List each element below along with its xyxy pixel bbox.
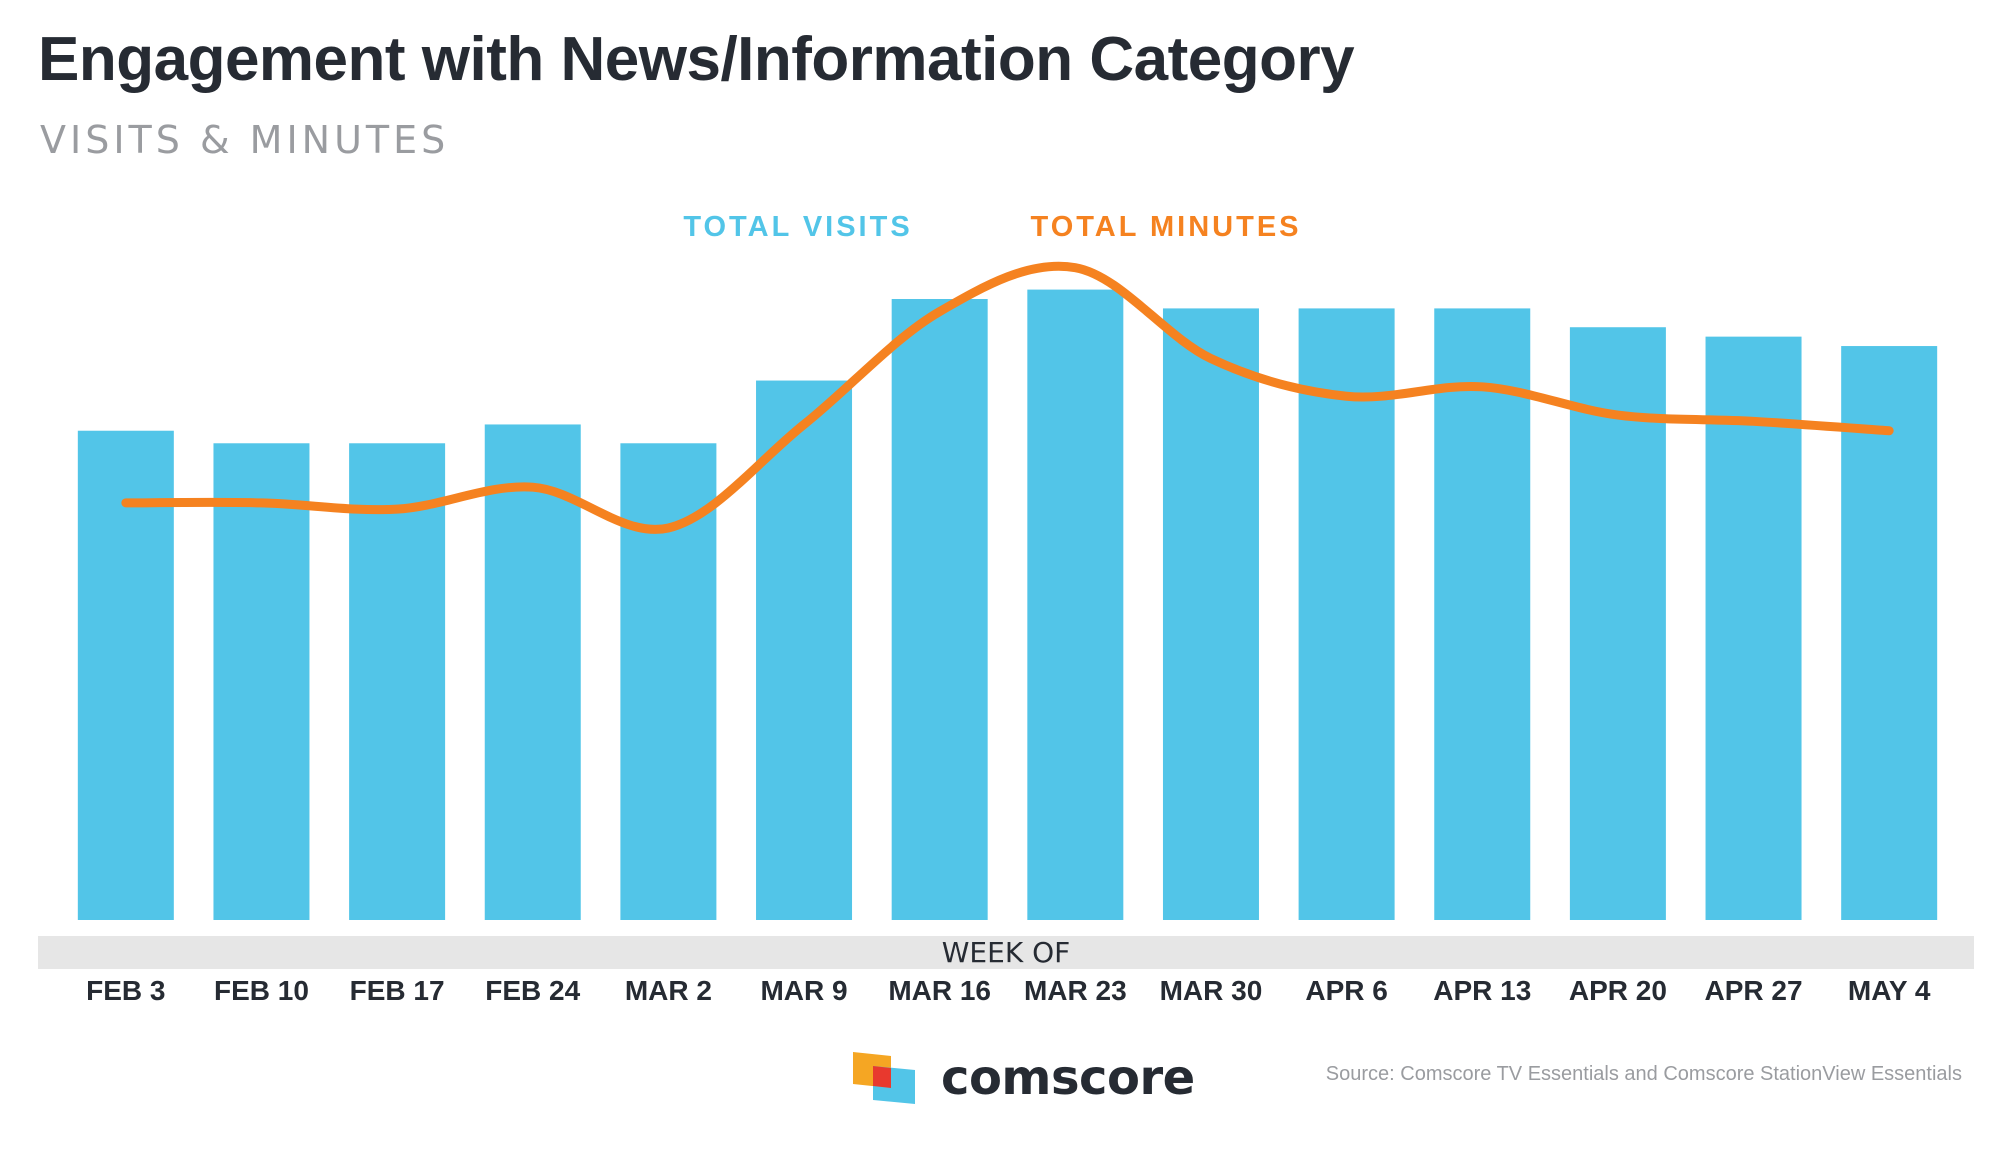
x-tick-label: FEB 3 bbox=[86, 975, 165, 1006]
chart-title: Engagement with News/Information Categor… bbox=[38, 25, 1355, 94]
x-tick-label: FEB 24 bbox=[485, 975, 580, 1006]
bar-series bbox=[77, 289, 1938, 921]
x-tick-label: APR 20 bbox=[1569, 975, 1667, 1006]
brand-name: comscore bbox=[941, 1050, 1195, 1106]
x-tick-label: APR 27 bbox=[1705, 975, 1803, 1006]
bar-mar-23 bbox=[1027, 289, 1124, 920]
x-tick-label: FEB 17 bbox=[350, 975, 445, 1006]
comscore-logo-icon bbox=[853, 1052, 915, 1104]
bar-feb-10 bbox=[213, 443, 310, 920]
bar-feb-3 bbox=[77, 430, 174, 920]
x-tick-label: MAR 2 bbox=[625, 975, 712, 1006]
bar-feb-17 bbox=[349, 443, 446, 920]
bar-apr-6 bbox=[1298, 308, 1395, 921]
bar-mar-9 bbox=[756, 380, 853, 921]
x-axis-title: WEEK OF bbox=[942, 936, 1070, 969]
x-tick-label: APR 13 bbox=[1433, 975, 1531, 1006]
bar-may-4 bbox=[1841, 346, 1938, 921]
bar-apr-13 bbox=[1434, 308, 1531, 921]
x-tick-label: MAR 23 bbox=[1024, 975, 1127, 1006]
x-tick-label: FEB 10 bbox=[214, 975, 309, 1006]
bar-mar-30 bbox=[1162, 308, 1259, 921]
legend-total-minutes: TOTAL MINUTES bbox=[1031, 211, 1302, 243]
x-tick-label: MAR 30 bbox=[1160, 975, 1263, 1006]
chart: TOTAL VISITS TOTAL MINUTES WEEK OF FEB 3… bbox=[38, 211, 1974, 1006]
x-tick-label: APR 6 bbox=[1305, 975, 1387, 1006]
brand: comscore bbox=[853, 1050, 1195, 1106]
x-tick-label: MAR 16 bbox=[888, 975, 991, 1006]
bar-apr-20 bbox=[1569, 327, 1666, 920]
source-note: Source: Comscore TV Essentials and Comsc… bbox=[1325, 1063, 1962, 1085]
legend-total-visits: TOTAL VISITS bbox=[683, 211, 912, 243]
bar-feb-24 bbox=[484, 424, 581, 920]
x-tick-label: MAR 9 bbox=[760, 975, 847, 1006]
total-minutes-line bbox=[121, 261, 1894, 534]
bar-mar-16 bbox=[891, 299, 988, 920]
x-axis-ticks: FEB 3 FEB 10 FEB 17 FEB 24 MAR 2 MAR 9 MAR 16 M… bbox=[86, 975, 1931, 1006]
chart-subtitle: VISITS & MINUTES bbox=[40, 118, 450, 162]
line-series bbox=[121, 261, 1894, 534]
x-tick-label: MAY 4 bbox=[1848, 975, 1931, 1006]
bar-apr-27 bbox=[1705, 336, 1802, 920]
axis-band bbox=[38, 936, 1974, 969]
